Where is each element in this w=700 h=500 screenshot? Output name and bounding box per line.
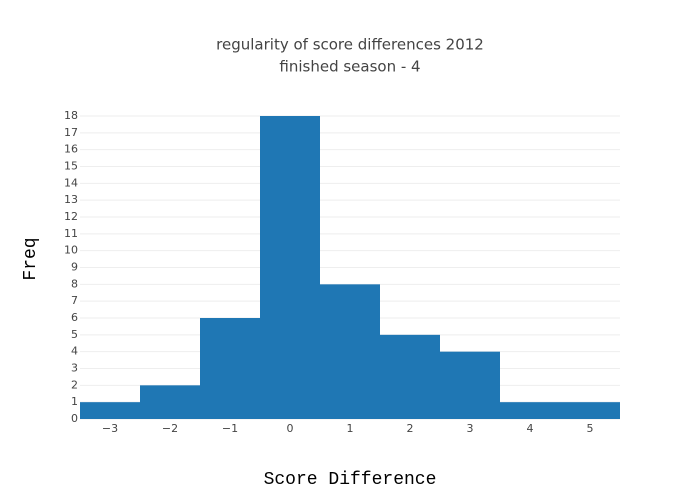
chart-subtitle: finished season - 4 (279, 58, 420, 76)
x-tick-label: 3 (467, 422, 474, 435)
x-tick-label: 2 (407, 422, 414, 435)
y-tick-label: 13 (64, 193, 78, 206)
x-tick-label: 0 (287, 422, 294, 435)
y-tick-label: 0 (71, 412, 78, 425)
chart-title: regularity of score differences 2012 (216, 36, 484, 54)
x-tick-label: 4 (527, 422, 534, 435)
bar (440, 351, 500, 419)
y-tick-label: 11 (64, 227, 78, 240)
x-tick-label: −1 (222, 422, 238, 435)
y-tick-label: 10 (64, 244, 78, 257)
y-tick-label: 12 (64, 210, 78, 223)
bar (500, 402, 560, 419)
x-tick-label: 1 (347, 422, 354, 435)
y-tick-label: 5 (71, 328, 78, 341)
y-tick-label: 3 (71, 362, 78, 375)
y-tick-label: 1 (71, 395, 78, 408)
x-tick-label: 5 (587, 422, 594, 435)
y-axis-title: Freq (21, 237, 41, 280)
bar (560, 402, 620, 419)
y-tick-label: 6 (71, 311, 78, 324)
y-tick-label: 16 (64, 143, 78, 156)
bar (260, 116, 320, 419)
bar (140, 385, 200, 419)
bar (320, 284, 380, 419)
y-tick-label: 8 (71, 277, 78, 290)
y-tick-label: 18 (64, 109, 78, 122)
y-tick-label: 7 (71, 294, 78, 307)
y-tick-label: 17 (64, 126, 78, 139)
y-tick-label: 2 (71, 378, 78, 391)
x-tick-label: −3 (102, 422, 118, 435)
y-tick-label: 4 (71, 345, 78, 358)
bar (80, 402, 140, 419)
y-tick-label: 14 (64, 176, 78, 189)
x-axis-title: Score Difference (264, 470, 437, 490)
bar (380, 334, 440, 419)
y-tick-label: 15 (64, 160, 78, 173)
x-tick-label: −2 (162, 422, 178, 435)
y-tick-label: 9 (71, 261, 78, 274)
bar (200, 318, 260, 419)
